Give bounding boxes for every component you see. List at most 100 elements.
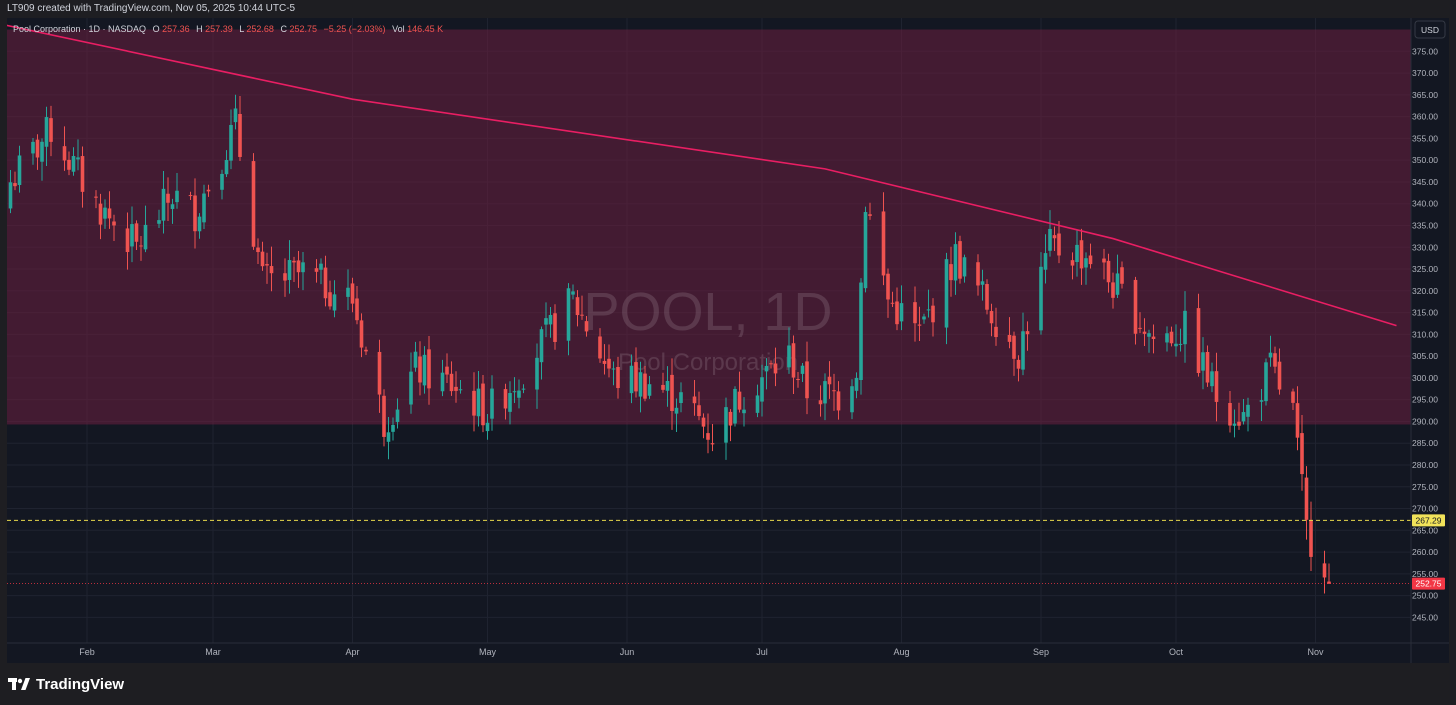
candle[interactable] (449, 361, 454, 396)
candle[interactable] (67, 151, 71, 176)
candle[interactable] (287, 240, 292, 294)
candle[interactable] (44, 106, 49, 167)
candle[interactable] (13, 171, 17, 191)
candle[interactable] (1169, 326, 1174, 347)
candle[interactable] (724, 397, 728, 460)
candle[interactable] (319, 258, 323, 285)
candle[interactable] (823, 373, 827, 421)
candle[interactable] (292, 256, 296, 282)
candle[interactable] (629, 354, 634, 404)
candle[interactable] (598, 328, 602, 363)
candle[interactable] (224, 150, 229, 177)
candle[interactable] (1115, 254, 1120, 298)
candle[interactable] (899, 285, 904, 331)
candle[interactable] (197, 213, 202, 239)
candle[interactable] (517, 379, 521, 409)
candle[interactable] (580, 295, 584, 320)
candle[interactable] (980, 269, 985, 301)
candle[interactable] (49, 105, 53, 157)
candle[interactable] (836, 381, 841, 420)
candle[interactable] (989, 303, 994, 337)
candle[interactable] (422, 346, 427, 394)
candle[interactable] (175, 172, 179, 209)
candle[interactable] (1016, 355, 1021, 382)
candle[interactable] (485, 414, 490, 440)
candle[interactable] (35, 134, 40, 170)
candle[interactable] (805, 341, 809, 415)
candle[interactable] (1151, 324, 1156, 354)
candle[interactable] (1142, 318, 1147, 346)
candle[interactable] (1021, 312, 1025, 376)
candle[interactable] (692, 380, 697, 416)
candle[interactable] (166, 177, 170, 221)
candle[interactable] (1273, 346, 1277, 374)
candle[interactable] (1102, 248, 1106, 280)
candle[interactable] (1079, 228, 1084, 285)
candle[interactable] (737, 371, 742, 413)
candle[interactable] (607, 344, 611, 378)
candle[interactable] (98, 193, 103, 240)
candle[interactable] (1120, 261, 1124, 289)
candle[interactable] (512, 377, 517, 404)
candle[interactable] (1196, 293, 1201, 377)
candle[interactable] (1210, 362, 1214, 393)
candle[interactable] (314, 259, 319, 283)
candle[interactable] (283, 258, 287, 297)
candle[interactable] (508, 381, 512, 425)
candle[interactable] (638, 361, 643, 413)
candle[interactable] (791, 335, 796, 395)
candle[interactable] (755, 384, 760, 418)
candle[interactable] (1025, 321, 1030, 351)
candle[interactable] (832, 373, 836, 411)
candle[interactable] (1304, 466, 1309, 540)
candle[interactable] (71, 147, 76, 176)
candle[interactable] (418, 341, 422, 396)
candle[interactable] (382, 389, 386, 447)
candle[interactable] (1309, 501, 1313, 572)
candle[interactable] (193, 178, 197, 249)
candle[interactable] (764, 358, 769, 390)
candle[interactable] (701, 413, 706, 439)
candle[interactable] (706, 413, 710, 454)
candle[interactable] (1246, 397, 1250, 432)
candle[interactable] (742, 397, 746, 427)
candle[interactable] (647, 376, 652, 399)
candle[interactable] (265, 252, 269, 284)
candle[interactable] (481, 374, 485, 433)
candle[interactable] (323, 255, 328, 307)
candle[interactable] (395, 398, 400, 429)
candle[interactable] (926, 289, 931, 318)
candle[interactable] (886, 268, 890, 318)
candle[interactable] (206, 184, 211, 197)
candle[interactable] (260, 241, 265, 271)
candle[interactable] (976, 254, 980, 296)
candle[interactable] (94, 190, 98, 209)
candle[interactable] (548, 306, 553, 338)
candle[interactable] (674, 398, 679, 433)
candle[interactable] (895, 287, 899, 331)
candle[interactable] (760, 364, 764, 417)
candle[interactable] (1322, 550, 1327, 594)
candle[interactable] (130, 206, 134, 263)
candle[interactable] (584, 316, 589, 337)
candle[interactable] (1232, 409, 1237, 438)
candle[interactable] (359, 313, 364, 358)
candle[interactable] (913, 286, 917, 342)
candle[interactable] (643, 366, 647, 402)
candle[interactable] (1043, 234, 1048, 284)
candle[interactable] (521, 384, 526, 394)
candle[interactable] (859, 278, 863, 395)
candle[interactable] (985, 279, 989, 315)
candle[interactable] (8, 169, 13, 214)
candle[interactable] (458, 379, 463, 394)
candle[interactable] (1088, 243, 1093, 269)
candle[interactable] (661, 372, 665, 393)
candle[interactable] (890, 291, 895, 308)
candle[interactable] (1165, 326, 1169, 352)
candle[interactable] (139, 236, 143, 261)
candle[interactable] (868, 202, 872, 220)
candle[interactable] (296, 250, 301, 288)
candle[interactable] (616, 356, 620, 399)
candle[interactable] (1228, 390, 1232, 433)
candle[interactable] (1300, 414, 1304, 491)
